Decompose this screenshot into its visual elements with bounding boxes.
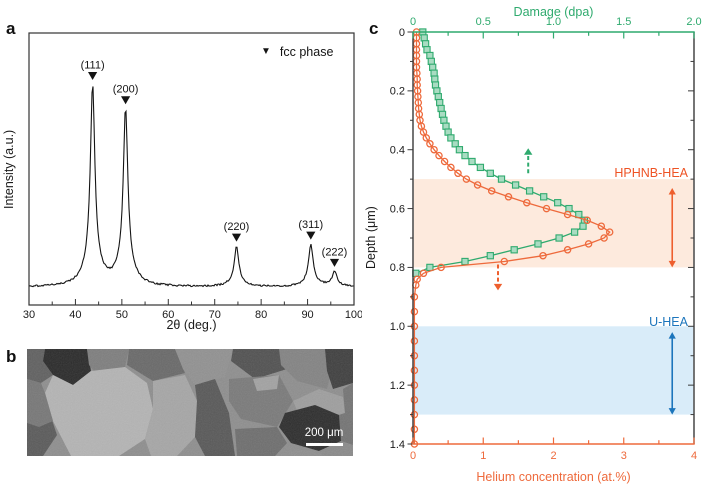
xrd-legend: ▼ fcc phase [261, 45, 333, 59]
svg-text:1.0: 1.0 [390, 321, 405, 333]
damage-curve [412, 28, 589, 277]
fcc-legend-label: fcc phase [279, 45, 334, 59]
svg-text:100: 100 [345, 309, 362, 321]
scale-bar: 200 μm [296, 427, 352, 446]
xrd-plot: (111) (200) (220) (311) (222) 30 40 50 60 70 80 90 1… [23, 32, 362, 321]
svg-text:3: 3 [621, 450, 627, 462]
svg-text:1.4: 1.4 [390, 439, 405, 451]
svg-text:(220): (220) [224, 221, 250, 233]
panel-c-label: c [369, 19, 379, 38]
svg-text:(222): (222) [322, 246, 348, 258]
svg-text:0.4: 0.4 [390, 145, 405, 157]
range-arrow [668, 187, 676, 268]
svg-text:4: 4 [691, 450, 697, 462]
xrd-x-axis-title: 2θ (deg.) [166, 318, 217, 332]
micrograph-image [27, 349, 353, 456]
helium-axis: 0 1 2 3 4 [410, 437, 697, 462]
xrd-axes: 30 40 50 60 70 80 90 100 [23, 32, 362, 321]
svg-text:1.5: 1.5 [616, 16, 631, 28]
svg-text:70: 70 [209, 309, 221, 321]
svg-text:0.2: 0.2 [390, 86, 405, 98]
svg-text:90: 90 [301, 309, 313, 321]
profiles-plot: 0 0.2 0.4 0.6 0.8 1.0 1.2 1.4 0 0.5 1.0 1.5 2.0 0 1 2 3 4 [390, 16, 702, 462]
xrd-curve [28, 86, 355, 288]
depth-axis: 0 0.2 0.4 0.6 0.8 1.0 1.2 1.4 [390, 27, 695, 451]
scale-bar-line [305, 442, 343, 446]
svg-text:(111): (111) [81, 60, 105, 72]
svg-text:1.0: 1.0 [546, 16, 561, 28]
xrd-peak-annotations: (111) (200) (220) (311) (222) [81, 60, 348, 267]
fcc-triangle-icon: ▼ [261, 46, 271, 57]
svg-text:(311): (311) [298, 219, 323, 231]
xrd-y-axis-title: Intensity (a.u.) [2, 129, 16, 209]
svg-text:0: 0 [410, 16, 416, 28]
svg-text:50: 50 [116, 309, 128, 321]
panel-b-label: b [6, 347, 17, 366]
panel-a-label: a [6, 19, 16, 38]
svg-text:1: 1 [480, 450, 486, 462]
svg-text:0.5: 0.5 [476, 16, 491, 28]
svg-text:0: 0 [399, 27, 405, 39]
svg-text:60: 60 [162, 309, 174, 321]
range-arrow [668, 332, 676, 415]
svg-text:(200): (200) [113, 84, 139, 96]
svg-text:30: 30 [23, 309, 35, 321]
band-u-hea [413, 326, 694, 415]
depth-axis-title: Depth (μm) [364, 206, 378, 270]
curve-pointer-arrow [524, 148, 533, 174]
band-hphnb-hea [413, 179, 694, 268]
svg-text:0.6: 0.6 [390, 203, 405, 215]
u-hea-label: U-HEA [649, 315, 688, 329]
svg-text:1.2: 1.2 [390, 380, 405, 392]
damage-axis: 0 0.5 1.0 1.5 2.0 [410, 16, 702, 39]
svg-text:80: 80 [255, 309, 267, 321]
scale-bar-label: 200 μm [304, 427, 344, 439]
svg-text:0.8: 0.8 [390, 262, 405, 274]
curve-pointer-arrow [493, 264, 503, 291]
hphnb-hea-label: HPHNB-HEA [614, 166, 688, 180]
helium-axis-title: Helium concentration (at.%) [476, 470, 631, 484]
svg-text:40: 40 [69, 309, 81, 321]
damage-axis-title: Damage (dpa) [513, 5, 594, 19]
svg-text:0: 0 [410, 450, 416, 462]
svg-text:2: 2 [550, 450, 556, 462]
svg-text:2.0: 2.0 [686, 16, 701, 28]
